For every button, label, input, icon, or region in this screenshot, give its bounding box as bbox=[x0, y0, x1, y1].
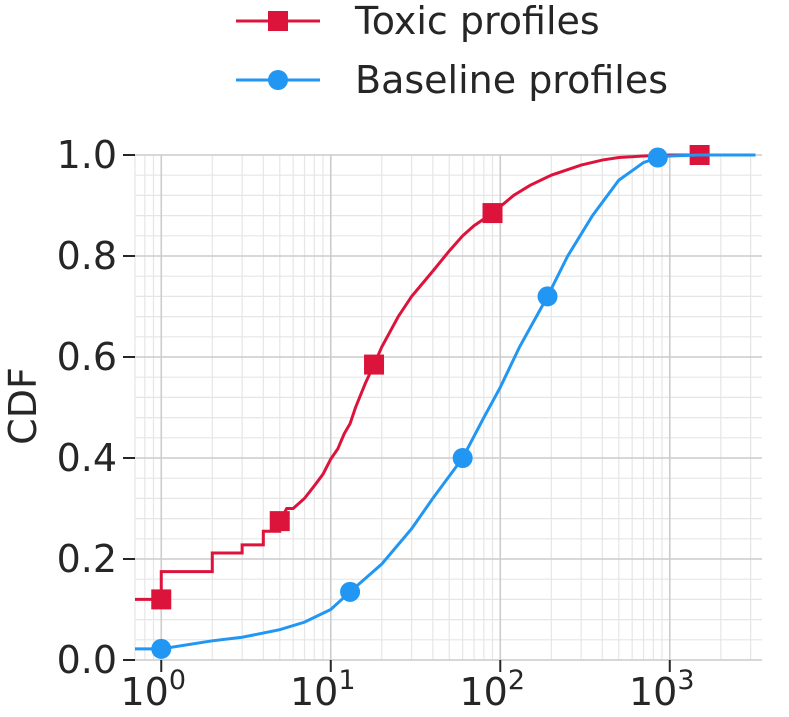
y-tick-label: 0.4 bbox=[57, 436, 117, 480]
toxic-marker bbox=[364, 354, 385, 375]
baseline-marker bbox=[340, 581, 361, 602]
baseline-marker bbox=[537, 286, 558, 307]
series-group bbox=[135, 145, 756, 659]
y-tick-label: 0.8 bbox=[57, 234, 117, 278]
y-axis-label: CDF bbox=[1, 367, 45, 445]
x-tick-label: 100 bbox=[120, 665, 186, 714]
legend: Toxic profiles Baseline profiles bbox=[236, 0, 668, 102]
y-axis: 0.0 0.2 0.4 0.6 0.8 1.0 bbox=[57, 133, 135, 682]
series-baseline bbox=[135, 147, 756, 659]
baseline-marker bbox=[647, 147, 668, 168]
y-tick-label: 0.6 bbox=[57, 335, 117, 379]
baseline-marker bbox=[268, 70, 288, 90]
y-tick-label: 0.2 bbox=[57, 537, 117, 581]
grid bbox=[134, 154, 762, 661]
x-axis: 100 101 102 103 bbox=[120, 660, 695, 714]
toxic-marker bbox=[269, 511, 290, 532]
y-tick-label: 0.0 bbox=[57, 638, 117, 682]
toxic-marker bbox=[151, 589, 172, 610]
baseline-line bbox=[135, 153, 756, 651]
toxic-line bbox=[135, 153, 756, 601]
y-tick-label: 1.0 bbox=[57, 133, 117, 177]
baseline-marker bbox=[151, 638, 172, 659]
x-tick-label: 103 bbox=[629, 665, 695, 714]
legend-item-toxic: Toxic profiles bbox=[236, 0, 600, 43]
x-tick-label: 102 bbox=[459, 665, 525, 714]
toxic-marker bbox=[482, 203, 503, 224]
legend-label: Baseline profiles bbox=[355, 58, 668, 102]
toxic-marker bbox=[268, 11, 288, 31]
baseline-marker bbox=[452, 448, 473, 468]
legend-item-baseline: Baseline profiles bbox=[236, 58, 668, 102]
legend-label: Toxic profiles bbox=[354, 0, 600, 43]
x-tick-label: 101 bbox=[290, 665, 356, 714]
